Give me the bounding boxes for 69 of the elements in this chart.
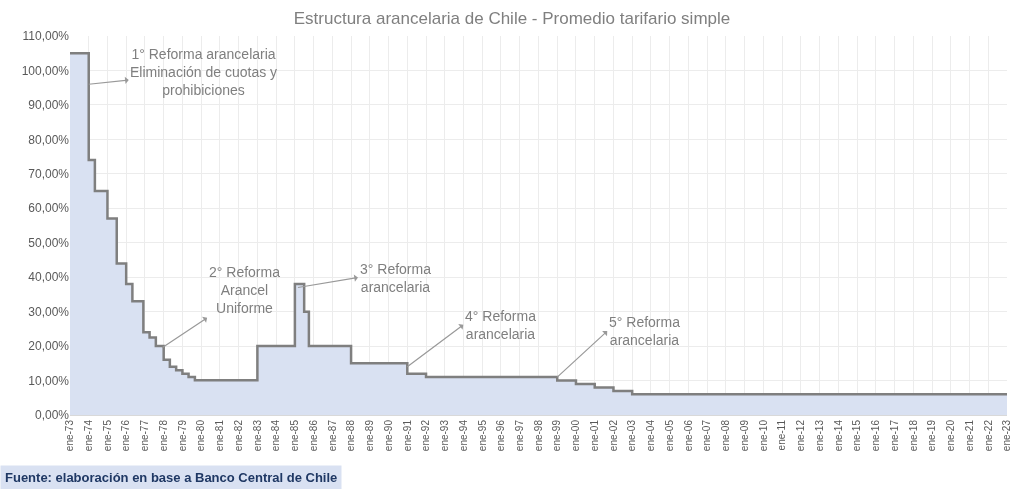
x-tick-label: ene-89 bbox=[364, 419, 376, 452]
annotation: 2° Reforma Arancel Uniforme bbox=[209, 264, 281, 317]
x-tick-label: ene-16 bbox=[870, 419, 882, 452]
x-tick-label: ene-84 bbox=[270, 419, 282, 452]
x-tick-label: ene-14 bbox=[832, 419, 844, 452]
x-tick-label: ene-90 bbox=[382, 419, 394, 452]
chart-title: Estructura arancelaria de Chile - Promedio tarifario simple bbox=[293, 9, 731, 29]
x-tick-label: ene-07 bbox=[701, 419, 713, 452]
x-tick-label: ene-00 bbox=[570, 419, 582, 452]
annotation: 5° Reforma arancelaria bbox=[609, 314, 681, 349]
y-tick-label: 90,00% bbox=[28, 98, 70, 113]
x-tick-label: ene-09 bbox=[738, 419, 750, 452]
x-tick-label: ene-01 bbox=[588, 419, 600, 452]
y-tick-label: 20,00% bbox=[28, 339, 70, 354]
x-tick-label: ene-20 bbox=[945, 419, 957, 452]
x-tick-label: ene-02 bbox=[607, 419, 619, 452]
x-tick-label: ene-79 bbox=[176, 419, 188, 452]
x-tick-label: ene-73 bbox=[64, 419, 76, 452]
y-tick-label: 30,00% bbox=[28, 304, 70, 319]
x-tick-label: ene-98 bbox=[532, 419, 544, 452]
y-tick-label: 10,00% bbox=[28, 373, 70, 388]
x-tick-label: ene-23 bbox=[1001, 419, 1013, 452]
x-tick-label: ene-99 bbox=[551, 419, 563, 452]
x-tick-label: ene-86 bbox=[307, 419, 319, 452]
x-tick-label: ene-22 bbox=[982, 419, 994, 452]
x-tick-label: ene-13 bbox=[813, 419, 825, 452]
x-tick-label: ene-78 bbox=[157, 419, 169, 452]
x-tick-label: ene-15 bbox=[851, 419, 863, 452]
y-tick-label: 40,00% bbox=[28, 270, 70, 285]
x-tick-label: ene-05 bbox=[663, 419, 675, 452]
annotation: 4° Reforma arancelaria bbox=[465, 308, 537, 343]
x-tick-label: ene-17 bbox=[888, 419, 900, 452]
y-tick-label: 70,00% bbox=[28, 167, 70, 182]
y-tick-label: 50,00% bbox=[28, 235, 70, 250]
y-tick-label: 80,00% bbox=[28, 132, 70, 147]
x-tick-label: ene-10 bbox=[757, 419, 769, 452]
x-tick-label: ene-04 bbox=[645, 419, 657, 452]
annotation: 3° Reforma arancelaria bbox=[360, 261, 432, 296]
x-tick-label: ene-77 bbox=[139, 419, 151, 452]
y-tick-label: 100,00% bbox=[21, 63, 70, 78]
x-tick-label: ene-85 bbox=[289, 419, 301, 452]
x-tick-label: ene-96 bbox=[495, 419, 507, 452]
x-tick-label: ene-91 bbox=[401, 419, 413, 452]
y-tick-label: 110,00% bbox=[22, 29, 70, 44]
x-tick-label: ene-06 bbox=[682, 419, 694, 452]
x-tick-label: ene-94 bbox=[457, 419, 469, 452]
x-tick-label: ene-80 bbox=[195, 419, 207, 452]
x-tick-label: ene-08 bbox=[720, 419, 732, 452]
y-tick-label: 60,00% bbox=[28, 201, 70, 216]
x-tick-label: ene-11 bbox=[776, 419, 788, 451]
x-tick-label: ene-12 bbox=[795, 419, 807, 452]
x-tick-label: ene-97 bbox=[514, 419, 526, 452]
annotation: 1° Reforma arancelaria Eliminación de cuotas y prohibiciones bbox=[130, 46, 278, 99]
x-tick-label: ene-88 bbox=[345, 419, 357, 452]
x-tick-label: ene-21 bbox=[963, 419, 975, 452]
x-tick-label: ene-92 bbox=[420, 419, 432, 452]
x-tick-label: ene-19 bbox=[926, 419, 938, 452]
x-tick-label: ene-82 bbox=[232, 419, 244, 452]
x-tick-label: ene-83 bbox=[251, 419, 263, 452]
x-tick-label: ene-76 bbox=[120, 419, 132, 452]
x-tick-label: ene-74 bbox=[82, 419, 94, 452]
x-tick-label: ene-87 bbox=[326, 419, 338, 452]
x-tick-label: ene-95 bbox=[476, 419, 488, 452]
x-tick-label: ene-81 bbox=[214, 419, 226, 452]
x-tick-label: ene-03 bbox=[626, 419, 638, 452]
source-note: Fuente: elaboración en base a Banco Central de Chile bbox=[5, 470, 338, 485]
x-tick-label: ene-18 bbox=[907, 419, 919, 452]
x-tick-label: ene-93 bbox=[439, 419, 451, 452]
x-tick-label: ene-75 bbox=[101, 419, 113, 452]
